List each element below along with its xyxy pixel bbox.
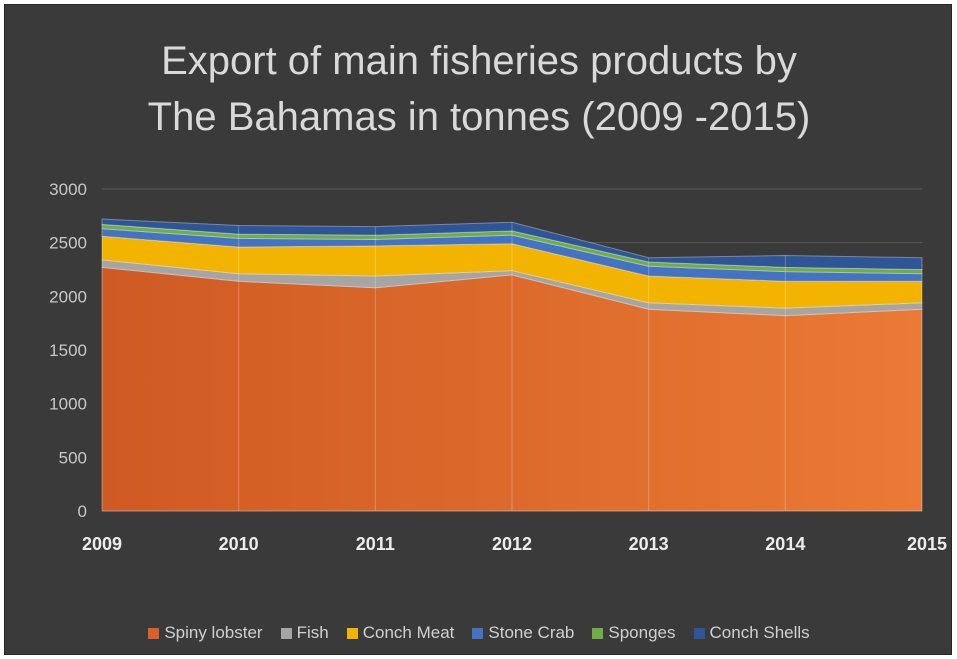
x-tick-label: 2009: [82, 534, 122, 554]
y-tick-label: 1500: [49, 341, 87, 360]
y-tick-label: 1000: [49, 395, 87, 414]
legend-label: Fish: [296, 623, 329, 642]
chart-frame: Export of main fisheries products by The…: [4, 4, 952, 655]
x-tick-label: 2014: [765, 534, 805, 554]
legend-item: Conch Meat: [346, 623, 455, 643]
legend-item: Stone Crab: [472, 623, 574, 643]
y-tick-label: 2000: [49, 287, 87, 306]
legend-label: Conch Shells: [709, 623, 810, 642]
y-tick-label: 2500: [49, 234, 87, 253]
chart-legend: Spiny lobster Fish Conch Meat Stone Crab Spo…: [5, 623, 953, 643]
legend-swatch: [346, 627, 358, 639]
legend-label: Stone Crab: [488, 623, 575, 642]
y-tick-label: 0: [78, 502, 87, 521]
area-chart: 0 500 1000 1500 2000 2500 3000 2009 2010 2011 2012…: [49, 180, 947, 554]
x-tick-label: 2015: [907, 534, 947, 554]
x-tick-label: 2011: [356, 534, 395, 554]
x-tick-label: 2010: [219, 534, 259, 554]
legend-swatch: [472, 627, 484, 639]
legend-swatch: [693, 627, 705, 639]
legend-swatch: [148, 627, 160, 639]
chart-title: Export of main fisheries products by The…: [147, 39, 811, 139]
y-tick-label: 500: [59, 448, 87, 467]
area-conch-meat: [101, 235, 923, 309]
legend-label: Conch Meat: [362, 623, 455, 642]
legend-item: Sponges: [592, 623, 676, 643]
legend-swatch: [592, 627, 604, 639]
legend-label: Sponges: [608, 623, 676, 642]
legend-item: Fish: [280, 623, 329, 643]
area-stone-crab: [101, 228, 923, 282]
legend-swatch: [280, 627, 292, 639]
area-conch-shells: [101, 218, 923, 271]
legend-label: Spiny lobster: [164, 623, 263, 642]
area-spiny-lobster: [101, 266, 923, 512]
x-tick-label: 2013: [629, 534, 669, 554]
legend-item: Spiny lobster: [148, 623, 263, 643]
x-tick-label: 2012: [492, 534, 532, 554]
legend-item: Conch Shells: [693, 623, 810, 643]
y-tick-label: 3000: [49, 180, 87, 199]
